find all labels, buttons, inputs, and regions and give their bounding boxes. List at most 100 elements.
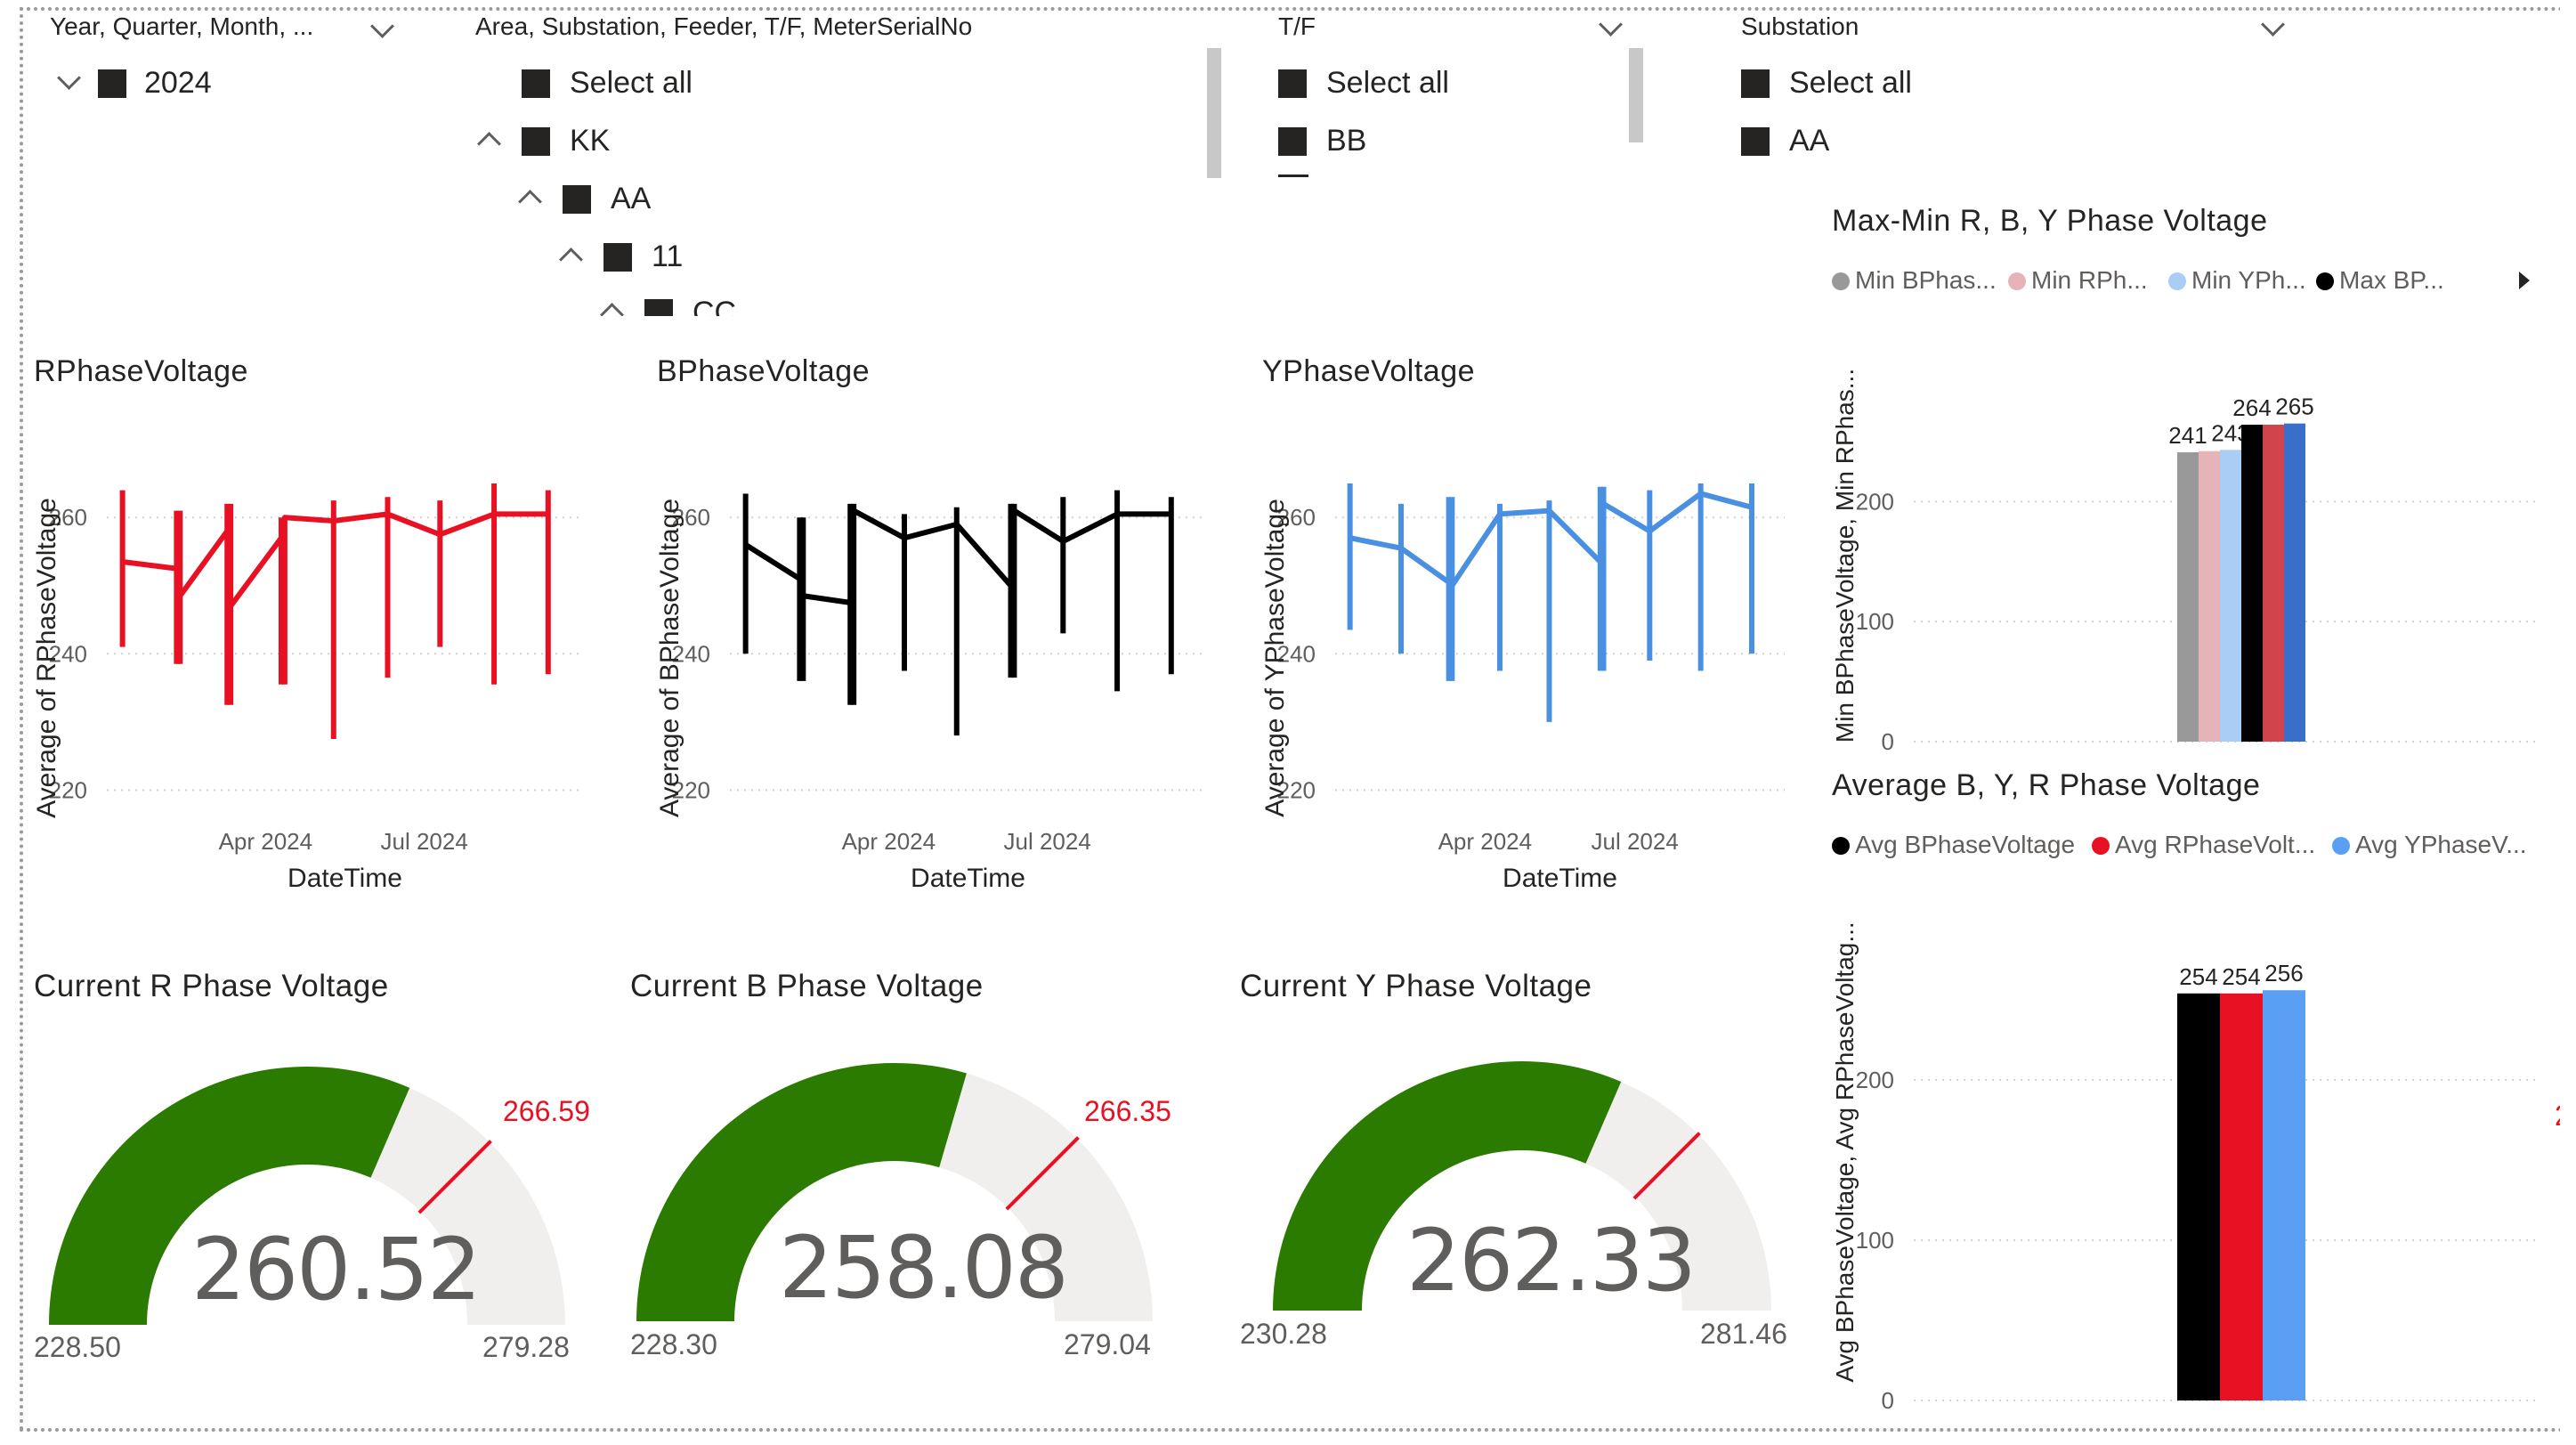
- scrollbar[interactable]: [1629, 48, 1643, 142]
- x-tick-label: Jul 2024: [1592, 828, 1679, 855]
- legend-item[interactable]: Min RPh...: [2008, 266, 2148, 295]
- slicer-item-select-all[interactable]: Select all: [570, 66, 693, 100]
- checkbox-cc[interactable]: [644, 299, 673, 316]
- slicer-item-cc[interactable]: CC: [693, 296, 737, 316]
- data-label: 256: [2264, 960, 2303, 986]
- series-line: [122, 511, 548, 609]
- date-slicer-title: Year, Quarter, Month, ...: [50, 12, 314, 40]
- max-min-bar-chart: Max-Min R, B, Y Phase Voltage Min BPhas.…: [1825, 191, 2555, 761]
- legend-label: Avg RPhaseVolt...: [2115, 831, 2316, 858]
- y-tick-label: 0: [1882, 728, 1894, 755]
- gauge-fill: [49, 1067, 410, 1325]
- collapse-chevron-icon[interactable]: [477, 132, 501, 156]
- y-tick-label: 220: [672, 776, 710, 803]
- checkbox-2024[interactable]: [98, 69, 126, 98]
- chevron-down-icon[interactable]: [370, 14, 394, 38]
- legend-label: Min BPhas...: [1855, 266, 1997, 294]
- y-tick-label: 260: [49, 504, 87, 531]
- y-axis-label: Average of YPhaseVoltage: [1260, 499, 1290, 817]
- gauge-target-marker: [417, 1140, 492, 1214]
- checkbox-select-all[interactable]: [522, 69, 550, 98]
- checkbox-bb[interactable]: [1278, 127, 1307, 156]
- slicer-item-2024[interactable]: 2024: [144, 66, 212, 100]
- gauge-target: 266.35: [1084, 1095, 1171, 1127]
- slicer-item-aa[interactable]: AA: [611, 182, 652, 215]
- tf-slicer[interactable]: T/F Select all BB: [1273, 9, 1647, 178]
- y-phase-gauge: Current Y Phase Voltage 262.33 230.28 28…: [1233, 962, 2576, 1389]
- legend-dot-icon: [2332, 837, 2350, 855]
- legend-item[interactable]: Max BP...: [2316, 266, 2444, 295]
- y-tick-label: 260: [1277, 504, 1316, 531]
- gauge-title: Current B Phase Voltage: [630, 969, 984, 1003]
- collapse-chevron-icon[interactable]: [518, 190, 542, 214]
- gauge-target: 266.59: [503, 1095, 590, 1127]
- legend-dot-icon: [2008, 272, 2026, 290]
- legend-item[interactable]: Min YPh...: [2168, 266, 2306, 295]
- checkbox-select-all[interactable]: [1278, 69, 1307, 98]
- slicer-item-select-all[interactable]: Select all: [1789, 66, 1912, 100]
- checkbox-aa[interactable]: [1741, 127, 1770, 156]
- bar: [2199, 451, 2220, 742]
- legend-label: Min RPh...: [2031, 266, 2148, 294]
- tf-slicer-title: T/F: [1278, 12, 1316, 40]
- legend-item[interactable]: Avg BPhaseVoltage: [1832, 831, 2075, 859]
- checkbox-kk[interactable]: [522, 127, 550, 156]
- legend-item[interactable]: Min BPhas...: [1832, 266, 1997, 295]
- gauge-value: 258.08: [779, 1218, 1069, 1318]
- slicer-item-11[interactable]: 11: [652, 239, 684, 273]
- checkbox-select-all[interactable]: [1741, 69, 1770, 98]
- gauge-value: 260.52: [191, 1220, 482, 1319]
- r-phase-gauge: Current R Phase Voltage 260.52 228.50 27…: [27, 962, 632, 1389]
- legend-label: Min YPh...: [2191, 266, 2306, 294]
- y-tick-label: 260: [672, 504, 710, 531]
- legend-next-icon[interactable]: [2519, 272, 2530, 289]
- slicer-item-aa[interactable]: AA: [1789, 124, 1830, 158]
- legend-dot-icon: [2168, 272, 2186, 290]
- hierarchy-slicer[interactable]: Area, Substation, Feeder, T/F, MeterSeri…: [472, 9, 1228, 316]
- chevron-down-icon[interactable]: [1599, 12, 1623, 37]
- collapse-chevron-icon[interactable]: [559, 248, 583, 272]
- slicer-item-bb[interactable]: BB: [1326, 124, 1367, 158]
- slicer-item-select-all[interactable]: Select all: [1326, 66, 1449, 100]
- checkbox-11[interactable]: [603, 243, 632, 272]
- y-axis-label: Min BPhaseVoltage, Min RPhas...: [1831, 369, 1859, 743]
- gauge-fill: [1273, 1061, 1622, 1311]
- gauge-arc: [1273, 1061, 1771, 1311]
- expand-chevron-icon[interactable]: [57, 66, 81, 90]
- bar: [2263, 425, 2284, 742]
- scrollbar[interactable]: [1207, 48, 1221, 178]
- checkbox-aa[interactable]: [563, 185, 591, 214]
- gauge-target-marker: [1005, 1136, 1080, 1211]
- gauge-arc: [49, 1067, 565, 1325]
- y-tick-label: 220: [1277, 776, 1316, 803]
- legend-item[interactable]: Avg YPhaseV...: [2332, 831, 2527, 859]
- x-tick-label: Jul 2024: [1004, 828, 1091, 855]
- gauge-min: 230.28: [1240, 1318, 1327, 1350]
- legend-item[interactable]: Avg RPhaseVolt...: [2092, 831, 2315, 859]
- y-tick-label: 0: [1882, 1387, 1894, 1414]
- slicer-item-kk[interactable]: KK: [570, 124, 611, 158]
- series-line: [744, 507, 1171, 605]
- legend-dot-icon: [2092, 837, 2110, 855]
- y-tick-label: 240: [672, 640, 710, 667]
- series-line: [1349, 491, 1753, 589]
- chevron-down-icon[interactable]: [2261, 12, 2285, 37]
- gauge-max: 279.28: [482, 1331, 570, 1363]
- chart-title: Max-Min R, B, Y Phase Voltage: [1832, 204, 2268, 238]
- x-tick-label: Jul 2024: [381, 828, 468, 855]
- list-item: [1278, 175, 1308, 177]
- legend-label: Avg BPhaseVoltage: [1855, 831, 2076, 858]
- hierarchy-slicer-title: Area, Substation, Feeder, T/F, MeterSeri…: [475, 12, 973, 40]
- r-phase-line-chart: RPhaseVoltage 220 240 260 Apr 2024 Jul 2024 D…: [27, 347, 605, 908]
- substation-slicer[interactable]: Substation Select all AA: [1736, 9, 2314, 169]
- collapse-chevron-icon[interactable]: [600, 303, 624, 316]
- date-slicer[interactable]: Year, Quarter, Month, ... 2024: [45, 9, 418, 169]
- chart-title: BPhaseVoltage: [657, 354, 871, 388]
- gauge-target-marker: [1632, 1132, 1701, 1200]
- legend-dot-icon: [1832, 272, 1850, 290]
- y-tick-label: 240: [49, 640, 87, 667]
- x-tick-label: Apr 2024: [1438, 828, 1533, 855]
- gauge-max: 279.04: [1064, 1328, 1151, 1360]
- chart-title: RPhaseVoltage: [34, 354, 248, 388]
